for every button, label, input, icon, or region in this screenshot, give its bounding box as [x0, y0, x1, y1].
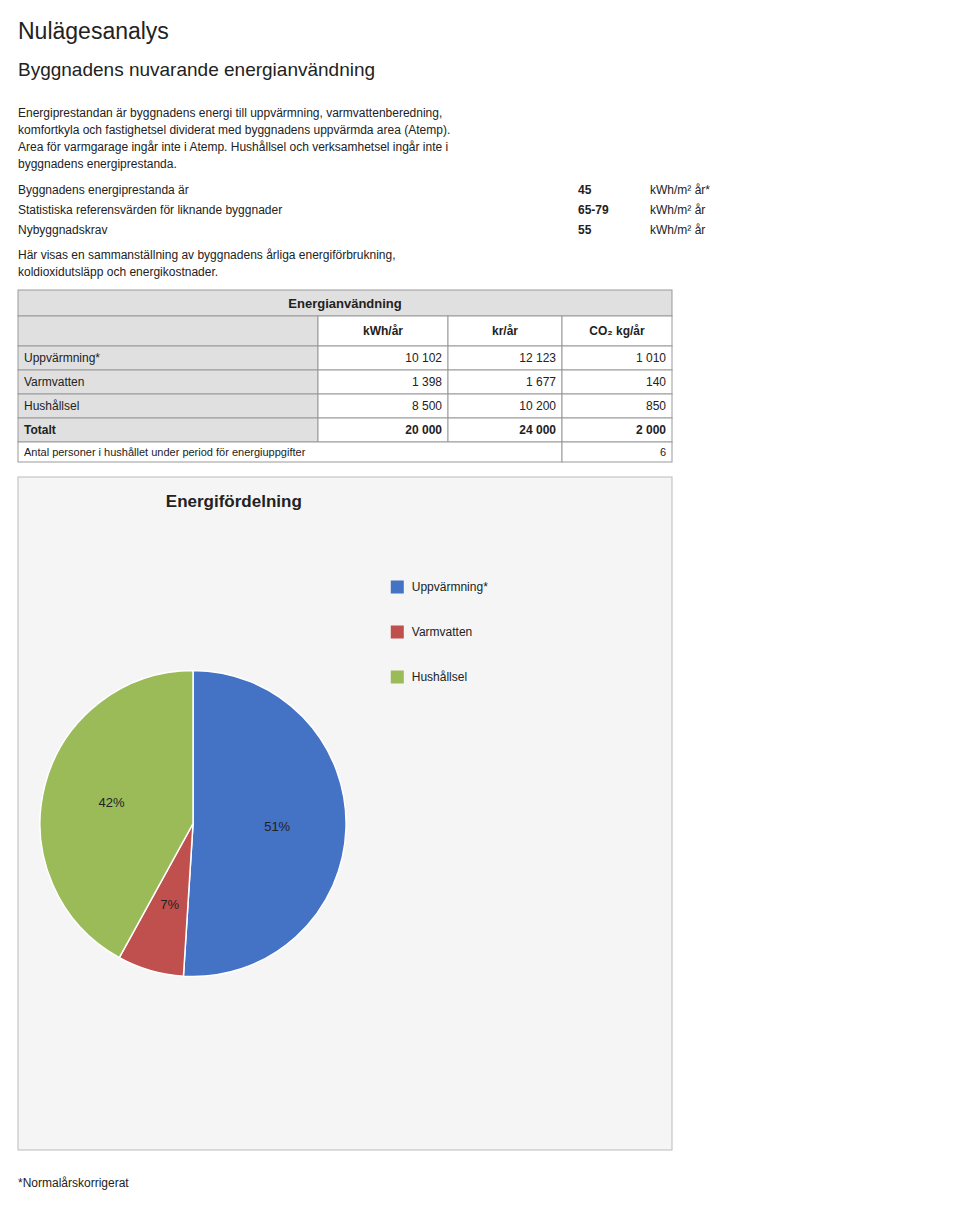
- table-value: 12 123: [519, 351, 556, 365]
- legend-swatch: [391, 671, 404, 684]
- table-cell: [562, 418, 672, 442]
- column-header: CO₂ kg/år: [589, 324, 645, 338]
- table-cell: [318, 418, 448, 442]
- table-cell: [18, 316, 318, 346]
- table-cell: [448, 418, 562, 442]
- paragraph-line: komfortkyla och fastighetsel dividerat m…: [18, 123, 450, 137]
- table-cell: [448, 394, 562, 418]
- stat-label: Nybyggnadskrav: [18, 223, 107, 237]
- data-labels: 51% 7% 42%: [98, 795, 290, 912]
- table-value: 1 398: [412, 375, 442, 389]
- chart-title: Energifördelning: [166, 492, 302, 511]
- table-cell: [562, 316, 672, 346]
- stat-value: 45: [578, 183, 592, 197]
- legend-label: Uppvärmning*: [412, 580, 488, 594]
- column-header: kr/år: [492, 324, 518, 338]
- row-label: Varmvatten: [24, 375, 84, 389]
- table-footer: Antal personer i hushållet under period …: [24, 446, 306, 458]
- table-cell: [318, 316, 448, 346]
- stat-label: Statistiska referensvärden för liknande …: [18, 203, 282, 217]
- table-cell: [18, 442, 562, 462]
- table-cell: [318, 346, 448, 370]
- paragraph-line: byggnadens energiprestanda.: [18, 157, 177, 171]
- legend-swatch: [391, 581, 404, 594]
- table-cell: [18, 394, 318, 418]
- table: Energianvändning kWh/år kr/år CO₂ kg/år Uppv…: [18, 290, 672, 462]
- table-footer-value: 6: [660, 446, 666, 458]
- table-cell: [18, 290, 672, 316]
- legend-label: Varmvatten: [412, 625, 472, 639]
- table-value: 850: [646, 399, 666, 413]
- paragraph-line: Area för varmgarage ingår inte i Atemp. …: [18, 140, 448, 154]
- table-cell: [318, 394, 448, 418]
- paragraph-line: Energiprestandan är byggnadens energi ti…: [18, 106, 442, 120]
- legend-label: Hushållsel: [412, 670, 467, 684]
- table-cell: [448, 370, 562, 394]
- stat-unit: kWh/m² år: [650, 223, 705, 237]
- table-cell: [448, 346, 562, 370]
- pie-slice: [40, 670, 193, 957]
- table-cell: [18, 418, 318, 442]
- stat-unit: kWh/m² år: [650, 203, 705, 217]
- stat-label: Byggnadens energiprestanda är: [18, 183, 189, 197]
- table-value: 20 000: [405, 423, 442, 437]
- table-cell: [562, 346, 672, 370]
- row-label: Hushållsel: [24, 399, 79, 413]
- footnote: *Normalårskorrigerat: [18, 1176, 129, 1190]
- table-value: 2 000: [636, 423, 666, 437]
- table-value: 140: [646, 375, 666, 389]
- table-value: 1 677: [526, 375, 556, 389]
- pie-slice: [183, 670, 346, 976]
- chart-box: [18, 477, 672, 1150]
- stat-value: 55: [578, 223, 592, 237]
- page: Nulägesanalys Byggnadens nuvarande energi…: [0, 0, 960, 1217]
- paragraph-line: Här visas en sammanställning av byggnade…: [18, 248, 396, 262]
- data-label: 42%: [98, 795, 124, 810]
- stats: Byggnadens energiprestanda är 45 kWh/m² år…: [18, 183, 710, 237]
- chart: Energifördelning 51% 7% 42% Uppvärmning* Varm…: [18, 477, 672, 1150]
- page-title: Nulägesanalys: [18, 18, 169, 44]
- data-label: 7%: [160, 897, 179, 912]
- paragraph-line: koldioxidutsläpp och energikostnader.: [18, 265, 218, 279]
- row-label: Totalt: [24, 423, 56, 437]
- paragraph: Energiprestandan är byggnadens energi ti…: [18, 106, 450, 171]
- row-label: Uppvärmning*: [24, 351, 100, 365]
- table-cell: [562, 394, 672, 418]
- table-cell: [318, 370, 448, 394]
- table-value: 1 010: [636, 351, 666, 365]
- legend: Uppvärmning* Varmvatten Hushållsel: [391, 580, 488, 684]
- table-value: 8 500: [412, 399, 442, 413]
- table-cell: [18, 370, 318, 394]
- column-header: kWh/år: [363, 324, 403, 338]
- table-title: Energianvändning: [288, 296, 401, 311]
- table-value: 10 102: [405, 351, 442, 365]
- table-value: 10 200: [519, 399, 556, 413]
- table-cell: [562, 370, 672, 394]
- stat-unit: kWh/m² år*: [650, 183, 710, 197]
- stat-value: 65-79: [578, 203, 609, 217]
- pie: [40, 670, 346, 976]
- paragraph: Här visas en sammanställning av byggnade…: [18, 248, 396, 279]
- legend-swatch: [391, 626, 404, 639]
- table-cell: [448, 316, 562, 346]
- section-title: Byggnadens nuvarande energianvändning: [18, 59, 375, 80]
- table-cell: [18, 346, 318, 370]
- data-label: 51%: [264, 819, 290, 834]
- table-cell: [562, 442, 672, 462]
- table-value: 24 000: [519, 423, 556, 437]
